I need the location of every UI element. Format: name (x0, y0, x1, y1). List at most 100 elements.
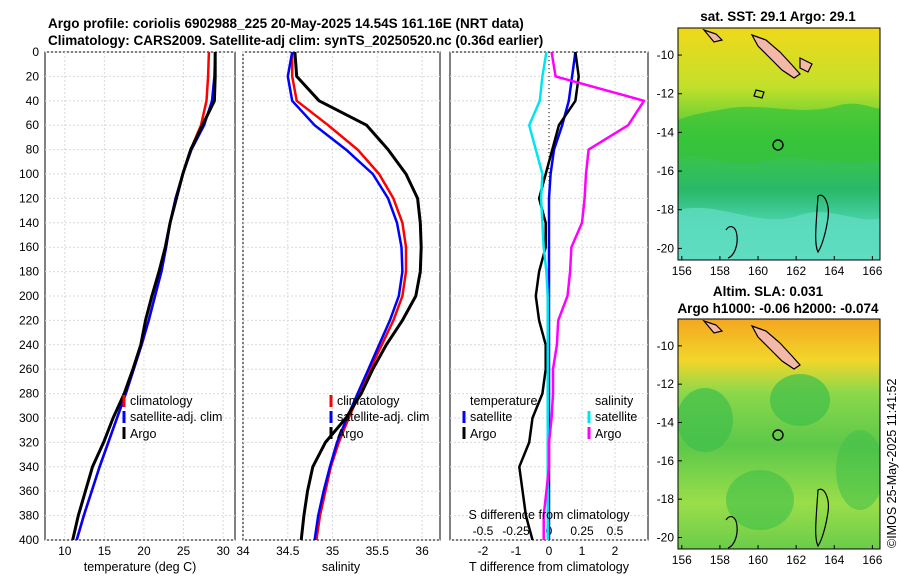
argo-position-marker (772, 139, 784, 151)
profile-curves (71, 52, 646, 540)
depth-tick-label: 120 (19, 191, 39, 205)
reef-contour-sw (725, 516, 738, 549)
sla-low-3 (726, 470, 794, 530)
x-tick-label: 15 (98, 544, 112, 558)
map-lon-tick-label: 162 (786, 553, 806, 567)
depth-tick-labels: 0 20 40 60 80 100 120 140 160 180 200 220 240 260 280 3… (19, 45, 39, 547)
legend-label-t-satellite: satellite (470, 410, 512, 424)
legend-label-s-argo: Argo (595, 427, 621, 441)
reef-contour (753, 89, 765, 99)
depth-tick-label: 160 (19, 240, 39, 254)
x-tick-label: 36 (415, 544, 429, 558)
map-lon-tick-label: 158 (710, 553, 730, 567)
s-difference-tick-label: 0.25 (570, 524, 594, 538)
map-lat-tick-label: -10 (657, 339, 675, 353)
legend-label-s-satellite: satellite (595, 410, 637, 424)
map-lat-tick-label: -18 (657, 203, 675, 217)
map-lat-tick-label: -12 (657, 87, 675, 101)
depth-tick-label: 100 (19, 167, 39, 181)
legend-label-argo: Argo (130, 427, 156, 441)
series-line-t-argo (518, 52, 580, 540)
map-lon-tick-label: 156 (672, 264, 692, 278)
legend-label-climatology: climatology (130, 394, 193, 408)
panel-series-salinity (286, 52, 423, 540)
sla-map-subtitle: Argo h1000: -0.06 h2000: -0.074 (677, 301, 879, 316)
sla-map-title: Altim. SLA: 0.031 (713, 284, 824, 299)
legend-title-temperature: temperature (470, 394, 537, 408)
legend-label-argo: Argo (337, 427, 363, 441)
depth-tick-label: 260 (19, 362, 39, 376)
sst-map-title: sat. SST: 29.1 Argo: 29.1 (700, 9, 856, 24)
depth-tick-label: 140 (19, 216, 39, 230)
x-tick-label: 1 (579, 544, 586, 558)
main-title-line1: Argo profile: coriolis 6902988_225 20-Ma… (48, 16, 524, 31)
depth-tick-label: 200 (19, 289, 39, 303)
depth-tick-label: 380 (19, 509, 39, 523)
map-tick-labels: 156 158 160 162 164 166 -10 -12 -14 -16 -18 -20 156 1… (657, 48, 883, 567)
island-nw (702, 28, 724, 43)
map-lon-tick-label: 164 (824, 264, 844, 278)
depth-tick-label: 400 (19, 533, 39, 547)
argo-position-marker (772, 429, 784, 441)
map-lon-tick-label: 156 (672, 553, 692, 567)
sst-map-frame (677, 27, 881, 261)
depth-tick-label: 320 (19, 435, 39, 449)
map-lon-tick-label: 166 (862, 264, 882, 278)
depth-tick-label: 20 (26, 69, 40, 83)
legend-label-satellite: satellite-adj. clim (130, 410, 222, 424)
sst-cool-patch (678, 207, 880, 260)
temperature-axes (44, 51, 236, 541)
legend-label-t-argo: Argo (470, 427, 496, 441)
difference-legend: temperature satellite Argo salinity sate… (462, 394, 637, 441)
sla-low-1 (678, 388, 733, 452)
s-difference-tick-label: 0.5 (607, 524, 624, 538)
depth-tick-label: 80 (26, 143, 40, 157)
map-lat-tick-label: -16 (657, 164, 675, 178)
map-lon-tick-label: 160 (748, 264, 768, 278)
s-difference-tick-label: -0.5 (473, 524, 494, 538)
x-tick-label: 30 (216, 544, 230, 558)
depth-tick-label: 60 (26, 118, 40, 132)
map-lat-tick-label: -14 (657, 416, 675, 430)
x-tick-label: -1 (511, 544, 522, 558)
t-difference-xlabel: T difference from climatology (469, 560, 630, 574)
x-tick-label: 34.5 (276, 544, 300, 558)
map-lat-tick-label: -18 (657, 492, 675, 506)
x-tick-label: 0 (546, 544, 553, 558)
sla-map (678, 319, 880, 549)
x-tick-label: 35.5 (366, 544, 390, 558)
sla-low-2 (770, 374, 830, 426)
salinity-legend: climatology satellite-adj. clim Argo (329, 394, 429, 441)
map-lon-tick-label: 166 (862, 553, 882, 567)
x-tick-label: 25 (177, 544, 191, 558)
temperature-xlabel: temperature (deg C) (84, 560, 197, 574)
depth-tick-label: 220 (19, 313, 39, 327)
map-lon-tick-label: 164 (824, 553, 844, 567)
sst-map (678, 28, 880, 260)
series-line-argo (71, 52, 217, 540)
depth-tick-label: 300 (19, 411, 39, 425)
depth-tick-label: 240 (19, 338, 39, 352)
island-small (799, 57, 813, 73)
copyright-text: ©IMOS 25-May-2025 11:41:52 (885, 378, 899, 548)
series-line-s-satellite (527, 52, 549, 540)
legend-title-salinity: salinity (595, 394, 634, 408)
depth-tick-label: 360 (19, 484, 39, 498)
depth-tick-label: 340 (19, 460, 39, 474)
map-lon-tick-label: 158 (710, 264, 730, 278)
depth-tick-label: 280 (19, 387, 39, 401)
map-lat-tick-label: -20 (657, 531, 675, 545)
x-tick-label: 2 (612, 544, 619, 558)
vanuatu-island (750, 324, 801, 370)
legend-label-climatology: climatology (337, 394, 400, 408)
vanuatu-island (750, 33, 801, 79)
reef-contour-sw (725, 226, 738, 259)
panel-series-differences (518, 52, 646, 540)
series-line-s-argo (542, 52, 646, 540)
x-tick-label: 34 (236, 544, 250, 558)
map-lat-tick-label: -12 (657, 377, 675, 391)
s-difference-tick-label: -0.25 (502, 524, 530, 538)
sst-warm-patch (678, 103, 880, 164)
map-lat-tick-label: -20 (657, 241, 675, 255)
